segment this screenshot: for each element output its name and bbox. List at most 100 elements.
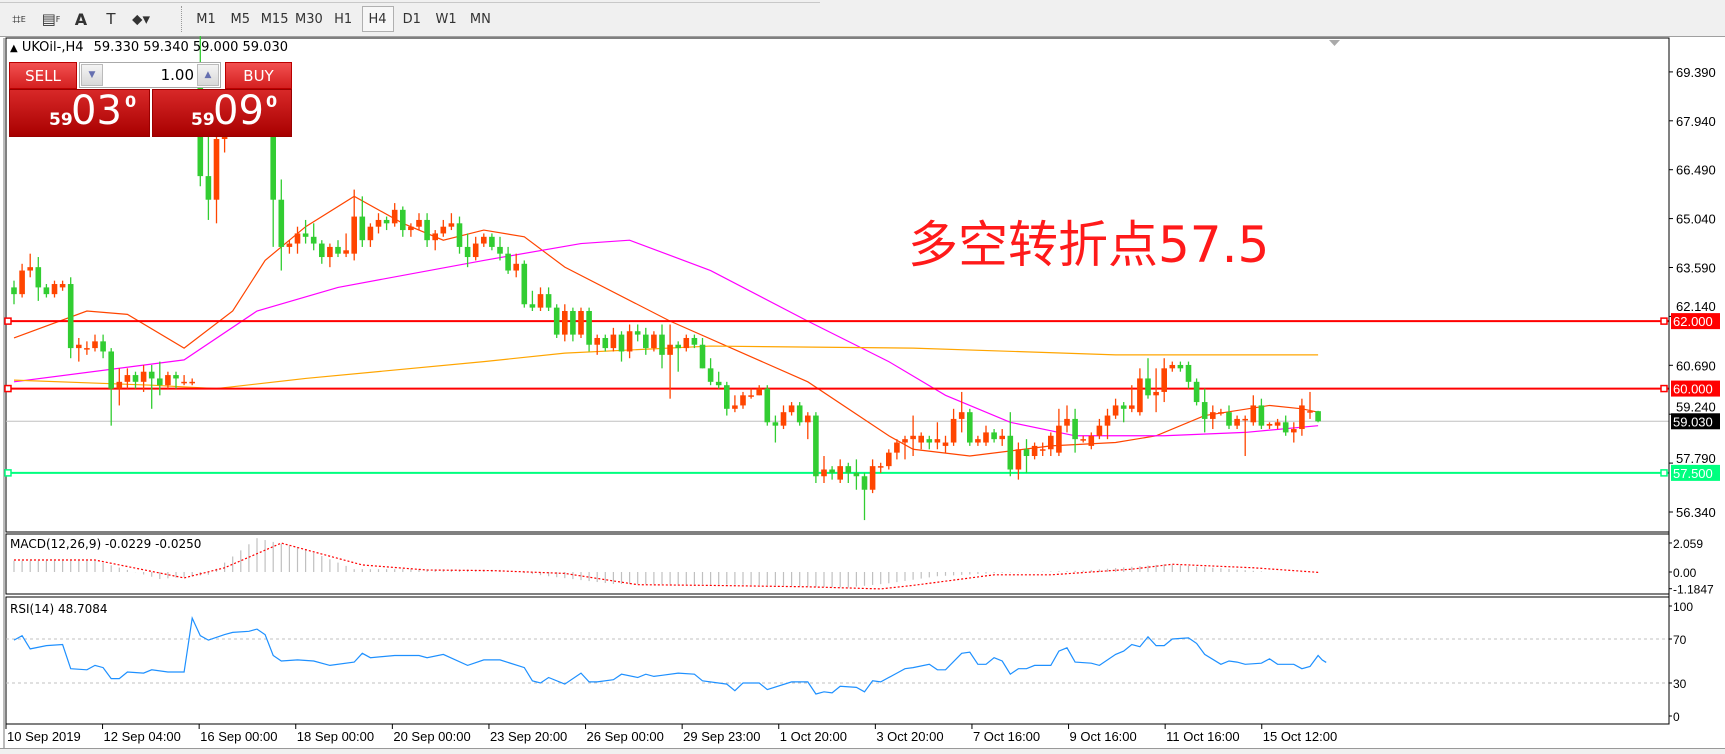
candle-body bbox=[1153, 391, 1159, 396]
timeframe-m1-button[interactable]: M1 bbox=[196, 11, 216, 27]
candle-body bbox=[1242, 418, 1248, 421]
candle-body bbox=[796, 405, 803, 423]
candle-body bbox=[910, 435, 916, 440]
candle-body bbox=[724, 385, 730, 409]
candle bbox=[319, 240, 325, 264]
candle bbox=[1048, 432, 1054, 457]
level-handle[interactable] bbox=[1660, 469, 1668, 477]
level-handle[interactable] bbox=[4, 384, 12, 393]
candle-body bbox=[505, 253, 511, 271]
candle-body bbox=[76, 344, 82, 349]
level-handle[interactable] bbox=[1660, 317, 1668, 325]
timeframe-mn-button[interactable]: MN bbox=[469, 11, 491, 27]
candle bbox=[35, 257, 42, 301]
candle bbox=[278, 179, 285, 271]
candle bbox=[1274, 418, 1281, 430]
candle bbox=[675, 341, 681, 372]
increase-lot-button[interactable]: ▲ bbox=[197, 64, 219, 86]
candle-body bbox=[497, 246, 503, 254]
rsi-pane[interactable] bbox=[5, 596, 1670, 725]
text-label-icon[interactable]: T bbox=[106, 10, 116, 28]
timeframe-d1-button[interactable]: D1 bbox=[402, 11, 421, 27]
candle bbox=[740, 391, 746, 409]
timeframe-h4-button[interactable]: H4 bbox=[361, 6, 394, 32]
candle bbox=[796, 402, 803, 426]
candle bbox=[594, 334, 600, 355]
timeframe-m30-button[interactable]: M30 bbox=[295, 11, 323, 27]
candle bbox=[67, 277, 74, 359]
candle bbox=[861, 472, 868, 521]
time-axis-label: 11 Oct 16:00 bbox=[1166, 729, 1239, 744]
candle-body bbox=[375, 219, 382, 227]
candle-body bbox=[942, 442, 949, 446]
buy-price-box[interactable]: 59 09 0 bbox=[152, 88, 292, 137]
chart-annotation-text[interactable]: 多空转折点57.5 bbox=[908, 216, 1270, 274]
candle bbox=[1250, 395, 1257, 426]
candle bbox=[1031, 442, 1038, 460]
text-icon[interactable]: A bbox=[74, 9, 88, 29]
candle bbox=[788, 402, 795, 416]
level-handle[interactable] bbox=[1660, 384, 1668, 393]
candle bbox=[1282, 415, 1289, 436]
candle-body bbox=[310, 236, 317, 244]
fibonacci-grid-icon[interactable]: ▤ F bbox=[41, 10, 61, 28]
candle bbox=[886, 449, 892, 470]
lot-size-stepper[interactable]: ▼ 1.00 ▲ bbox=[79, 62, 221, 88]
timeframe-h1-button[interactable]: H1 bbox=[334, 11, 353, 27]
candle bbox=[1242, 415, 1248, 457]
candle-body bbox=[732, 405, 738, 409]
candle-body bbox=[11, 287, 17, 295]
candle-body bbox=[748, 395, 754, 397]
candle bbox=[772, 415, 779, 443]
decrease-lot-button[interactable]: ▼ bbox=[81, 64, 103, 86]
candle bbox=[683, 334, 690, 352]
sell-button[interactable]: SELL bbox=[9, 62, 77, 89]
candle bbox=[1120, 402, 1127, 423]
candle bbox=[537, 287, 544, 312]
candle-body bbox=[1080, 439, 1086, 441]
lot-size-input[interactable]: 1.00 bbox=[160, 66, 194, 84]
candle-body bbox=[472, 243, 479, 258]
arrows-icon[interactable]: ⬥▾ bbox=[131, 10, 151, 28]
timeframe-m15-button[interactable]: M15 bbox=[260, 11, 289, 27]
candle bbox=[294, 226, 301, 254]
candle-body bbox=[610, 334, 617, 349]
candle-body bbox=[1315, 411, 1321, 422]
candle bbox=[521, 260, 528, 308]
candle bbox=[1210, 405, 1216, 430]
chart-window[interactable]: 69.390 67.940 66.490 65.040 63.590 62.140 60.6… bbox=[0, 36, 1725, 748]
candle-body bbox=[1072, 418, 1078, 440]
candle bbox=[132, 371, 139, 389]
elliott-wave-icon[interactable]: ⌗ E bbox=[12, 10, 26, 28]
candle-body bbox=[1120, 405, 1127, 409]
candle-body bbox=[19, 270, 25, 295]
level-handle[interactable] bbox=[4, 317, 12, 325]
chart-shift-marker-icon[interactable] bbox=[1329, 40, 1340, 46]
timeframe-w1-button[interactable]: W1 bbox=[435, 11, 457, 27]
level-handle[interactable] bbox=[4, 469, 12, 477]
candle-body bbox=[983, 432, 989, 443]
macd-pane[interactable] bbox=[5, 533, 1670, 595]
tool-sub-label: F bbox=[55, 14, 61, 24]
candle bbox=[343, 233, 349, 258]
collapse-triangle-icon[interactable]: ▲ bbox=[10, 43, 18, 54]
candle-body bbox=[1039, 449, 1046, 451]
chart-header: ▲ UKOil-,H4 59.330 59.340 59.000 59.030 bbox=[10, 40, 288, 55]
time-axis-label: 26 Sep 00:00 bbox=[587, 729, 664, 744]
buy-button[interactable]: BUY bbox=[225, 62, 292, 89]
candle bbox=[400, 206, 406, 237]
candle bbox=[424, 213, 430, 247]
candle bbox=[756, 385, 762, 396]
candle bbox=[448, 213, 455, 231]
rsi-axis-label: 0 bbox=[1673, 710, 1680, 724]
price-axis-label: 57.790 bbox=[1676, 451, 1716, 466]
candle bbox=[189, 378, 195, 386]
candle-body bbox=[270, 108, 276, 200]
candle bbox=[1185, 361, 1192, 389]
candle-body bbox=[926, 439, 933, 443]
macd-axis-label: 0.00 bbox=[1673, 566, 1697, 580]
candle bbox=[877, 462, 884, 473]
sell-price-box[interactable]: 59 03 0 bbox=[9, 88, 150, 137]
candle bbox=[1177, 361, 1184, 372]
timeframe-m5-button[interactable]: M5 bbox=[230, 11, 251, 27]
